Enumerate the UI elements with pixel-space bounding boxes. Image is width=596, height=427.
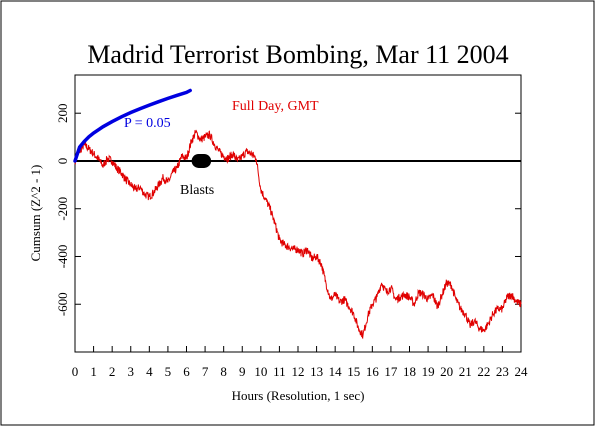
- x-tick-label: 8: [220, 364, 227, 379]
- x-tick-label: 20: [440, 364, 453, 379]
- x-tick-label: 22: [477, 364, 490, 379]
- x-tick-label: 18: [403, 364, 416, 379]
- x-tick-label: 3: [128, 364, 135, 379]
- x-tick-label: 11: [273, 364, 286, 379]
- x-tick-label: 23: [496, 364, 509, 379]
- x-tick-label: 24: [515, 364, 529, 379]
- x-tick-label: 21: [459, 364, 472, 379]
- annotations-group: [191, 153, 212, 168]
- y-tick-label: -400: [55, 245, 70, 269]
- x-tick-label: 5: [165, 364, 172, 379]
- blast-dot: [197, 156, 206, 165]
- x-tick-label: 15: [347, 364, 360, 379]
- chart-title: Madrid Terrorist Bombing, Mar 11 2004: [87, 40, 508, 69]
- x-tick-label: 13: [310, 364, 323, 379]
- axes-group: 0 1 2 3 4 5 6 7 8 9 10 11 12 13 14 15 16 17 18 19 20 21 22 23 24…: [55, 103, 528, 379]
- x-tick-label: 7: [202, 364, 209, 379]
- x-tick-label: 6: [183, 364, 190, 379]
- x-tick-label: 14: [329, 364, 343, 379]
- x-tick-label: 19: [422, 364, 435, 379]
- y-axis-label: Cumsum (Z^2 - 1): [28, 165, 43, 262]
- x-tick-label: 2: [109, 364, 116, 379]
- x-tick-label: 10: [254, 364, 267, 379]
- x-tick-label: 12: [292, 364, 305, 379]
- y-tick-label: 0: [55, 158, 70, 165]
- series-group: [73, 88, 522, 340]
- y-tick-label: 200: [55, 103, 70, 123]
- probability-label: P = 0.05: [124, 116, 171, 131]
- x-tick-label: 0: [72, 364, 79, 379]
- probability-envelope: [73, 88, 192, 163]
- x-tick-label: 4: [146, 364, 153, 379]
- x-tick-label: 9: [239, 364, 246, 379]
- x-axis-label: Hours (Resolution, 1 sec): [232, 388, 365, 403]
- x-tick-label: 16: [366, 364, 380, 379]
- x-tick-label: 1: [90, 364, 97, 379]
- subtitle-label: Full Day, GMT: [232, 99, 319, 114]
- y-tick-label: -200: [55, 197, 70, 221]
- blasts-label: Blasts: [180, 183, 214, 198]
- x-tick-label: 17: [384, 364, 398, 379]
- y-tick-label: -600: [55, 292, 70, 316]
- cumsum-trace: [74, 129, 522, 340]
